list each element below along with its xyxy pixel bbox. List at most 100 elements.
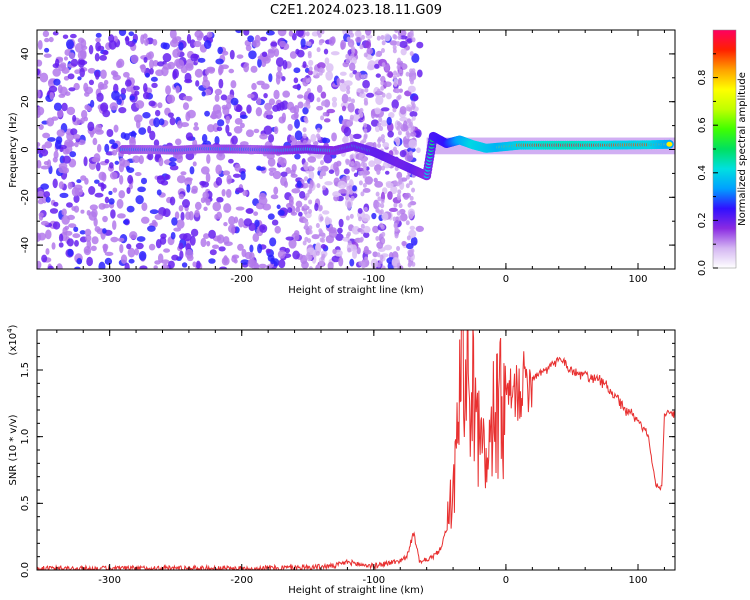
- noise-speck: [150, 76, 158, 82]
- noise-speck: [43, 191, 51, 198]
- noise-speck: [156, 189, 162, 196]
- noise-speck: [129, 138, 136, 148]
- noise-speck: [310, 133, 317, 143]
- noise-speck: [302, 106, 309, 115]
- noise-speck: [328, 229, 338, 238]
- noise-speck: [247, 35, 255, 43]
- noise-speck: [219, 266, 228, 269]
- noise-streak: [360, 191, 365, 197]
- noise-speck: [122, 71, 130, 78]
- noise-streak: [308, 208, 313, 214]
- noise-streak: [375, 236, 380, 242]
- noise-speck: [308, 170, 315, 180]
- noise-streak: [380, 80, 385, 86]
- noise-speck: [161, 259, 170, 265]
- noise-speck: [171, 254, 179, 261]
- noise-speck: [154, 214, 164, 220]
- noise-streak: [316, 133, 321, 139]
- noise-speck: [61, 102, 68, 112]
- noise-streak: [396, 64, 401, 70]
- noise-speck: [138, 251, 147, 261]
- noise-speck: [53, 150, 59, 159]
- noise-speck: [112, 142, 118, 149]
- noise-speck: [220, 94, 228, 101]
- noise-speck: [85, 234, 92, 242]
- noise-speck: [391, 99, 399, 110]
- noise-streak: [363, 162, 368, 168]
- noise-speck: [176, 120, 183, 129]
- noise-streak: [348, 42, 353, 48]
- noise-speck: [37, 68, 41, 76]
- noise-speck: [122, 219, 130, 225]
- noise-speck: [53, 201, 59, 207]
- noise-streak: [363, 52, 368, 58]
- noise-speck: [40, 183, 49, 190]
- noise-speck: [370, 119, 379, 127]
- noise-speck: [69, 52, 75, 59]
- noise-streak: [409, 68, 414, 74]
- noise-speck: [279, 101, 285, 111]
- spectrogram-y-tick-label: 0: [20, 146, 31, 152]
- noise-speck: [412, 95, 419, 101]
- noise-speck: [197, 57, 206, 63]
- noise-speck: [227, 132, 232, 137]
- noise-speck: [363, 245, 369, 255]
- noise-streak: [380, 85, 385, 91]
- noise-speck: [230, 97, 239, 106]
- noise-streak: [381, 265, 386, 269]
- noise-speck: [287, 207, 293, 213]
- noise-streak: [345, 190, 350, 196]
- spectrogram-x-ticks: -300 -200 -100 0 100: [56, 30, 665, 285]
- noise-streak: [396, 210, 401, 216]
- noise-speck: [273, 89, 280, 100]
- noise-speck: [95, 162, 101, 172]
- noise-speck: [169, 117, 176, 126]
- noise-speck: [404, 153, 414, 162]
- noise-speck: [180, 211, 185, 221]
- noise-speck: [120, 132, 127, 139]
- noise-speck: [173, 227, 182, 232]
- noise-speck: [179, 233, 188, 240]
- noise-speck: [409, 225, 416, 231]
- noise-speck: [110, 236, 119, 243]
- noise-speck: [354, 30, 362, 38]
- colorbar: 0.0 0.2 0.4 0.6 0.8 Normalized spectral ampl…: [697, 29, 748, 276]
- noise-speck: [69, 151, 77, 158]
- noise-streak: [378, 51, 383, 57]
- noise-speck: [397, 77, 402, 87]
- noise-streak: [319, 229, 324, 235]
- noise-streak: [346, 36, 351, 42]
- snr-y-label: SNR (10 * v/v): [8, 414, 19, 485]
- noise-speck: [165, 85, 172, 95]
- noise-speck: [325, 63, 334, 73]
- noise-speck: [214, 214, 219, 220]
- noise-streak: [302, 133, 307, 139]
- noise-speck: [406, 147, 416, 153]
- noise-speck: [104, 196, 110, 204]
- noise-speck: [332, 191, 341, 198]
- noise-speck: [155, 109, 161, 117]
- noise-speck: [102, 215, 108, 223]
- noise-speck: [270, 194, 279, 200]
- noise-speck: [172, 68, 179, 79]
- noise-speck: [257, 166, 266, 171]
- noise-speck: [118, 30, 127, 37]
- noise-speck: [116, 60, 123, 69]
- noise-speck: [187, 109, 196, 119]
- noise-speck: [352, 133, 362, 140]
- noise-speck: [294, 153, 301, 160]
- noise-speck: [245, 129, 255, 138]
- noise-speck: [266, 152, 275, 160]
- noise-speck: [80, 175, 87, 181]
- noise-speck: [70, 58, 79, 67]
- noise-speck: [226, 174, 232, 185]
- noise-speck: [108, 190, 113, 196]
- noise-speck: [263, 125, 273, 135]
- noise-speck: [235, 187, 244, 193]
- noise-speck: [206, 240, 211, 247]
- noise-speck: [161, 263, 170, 269]
- noise-speck: [176, 175, 186, 184]
- noise-speck: [216, 234, 225, 244]
- noise-speck: [195, 80, 200, 87]
- noise-speck: [383, 244, 393, 251]
